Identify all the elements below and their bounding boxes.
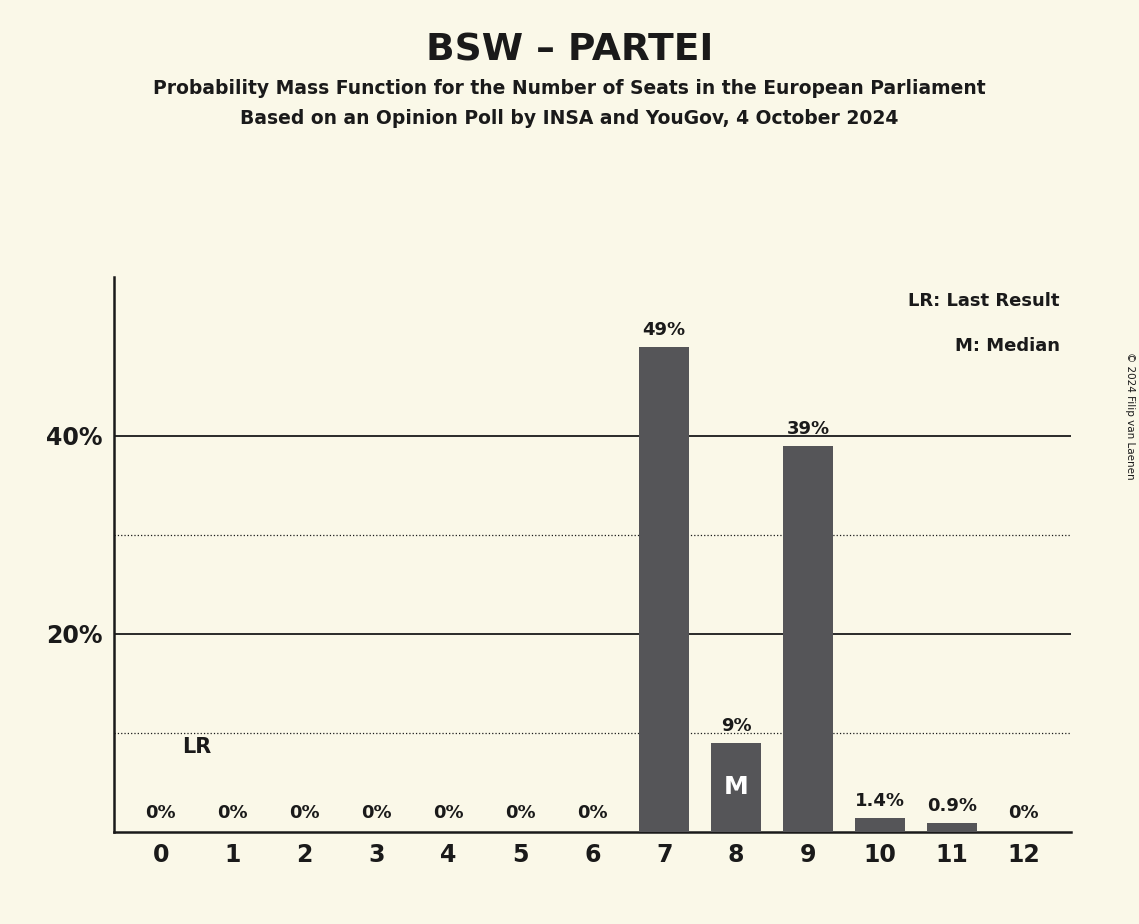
Text: 0%: 0% [361,804,392,821]
Text: 0.9%: 0.9% [927,796,977,815]
Text: 0%: 0% [433,804,464,821]
Text: 39%: 39% [787,419,829,438]
Text: 0%: 0% [146,804,175,821]
Bar [855,818,906,832]
Bar [639,346,689,832]
Text: 0%: 0% [577,804,607,821]
Text: © 2024 Filip van Laenen: © 2024 Filip van Laenen [1125,352,1134,480]
Text: 9%: 9% [721,717,752,735]
Bar [927,822,977,832]
Text: LR: LR [182,737,212,758]
Text: Probability Mass Function for the Number of Seats in the European Parliament: Probability Mass Function for the Number… [153,79,986,98]
Text: BSW – PARTEI: BSW – PARTEI [426,32,713,68]
Text: 1.4%: 1.4% [855,792,906,809]
Text: 0%: 0% [505,804,535,821]
Text: 0%: 0% [289,804,320,821]
Text: 49%: 49% [642,321,686,338]
Bar [711,743,761,832]
Text: Based on an Opinion Poll by INSA and YouGov, 4 October 2024: Based on an Opinion Poll by INSA and You… [240,109,899,128]
Text: LR: Last Result: LR: Last Result [909,292,1060,310]
Text: M: Median: M: Median [954,336,1060,355]
Bar [782,445,834,832]
Text: 0%: 0% [1009,804,1039,821]
Text: M: M [723,775,748,799]
Text: 0%: 0% [218,804,248,821]
